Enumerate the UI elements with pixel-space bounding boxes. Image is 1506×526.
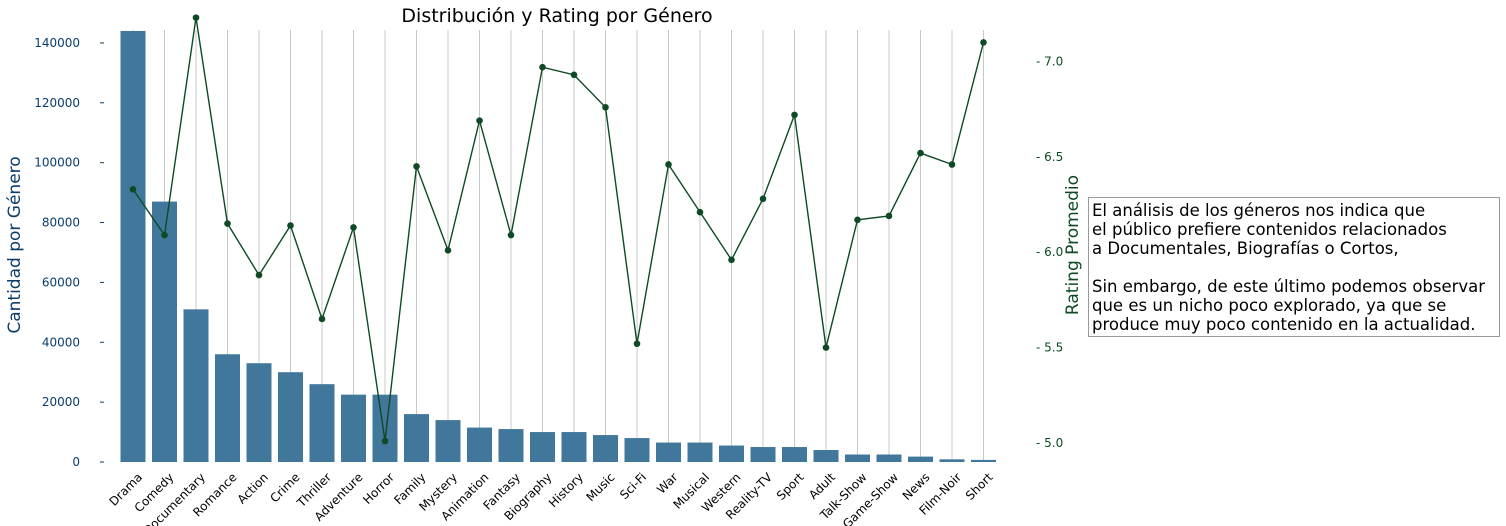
- bar: [876, 454, 902, 462]
- bar: [845, 454, 870, 462]
- bar: [687, 442, 713, 462]
- x-tick-label: Music: [584, 470, 618, 504]
- rating-point: [161, 231, 168, 239]
- y-tick-label: 0: [72, 455, 80, 469]
- rating-point: [444, 247, 452, 254]
- bar: [656, 442, 681, 462]
- bar: [183, 309, 209, 462]
- analysis-annotation: El análisis de los géneros nos indica qu…: [1088, 197, 1500, 337]
- y-tick-label: 120000: [34, 96, 80, 110]
- rating-point: [507, 231, 515, 239]
- bar: [120, 30, 146, 462]
- bar: [750, 447, 776, 462]
- y-axis-left: 0 20000 40000 60000 80000 100000 120000 140000: [34, 36, 104, 469]
- bar: [498, 429, 524, 462]
- rating-point: [318, 315, 326, 323]
- rating-point: [129, 185, 137, 193]
- rating-point: [728, 256, 735, 264]
- annotation-line: El análisis de los géneros nos indica qu…: [1092, 201, 1426, 220]
- x-tick-label: History: [546, 470, 586, 510]
- rating-point: [381, 437, 389, 445]
- x-axis: DramaComedyDocumentaryRomanceActionCrime…: [106, 470, 995, 526]
- bar: [435, 420, 461, 462]
- y-tick-label: 140000: [34, 36, 80, 50]
- rating-point: [948, 161, 956, 168]
- rating-line-series: [129, 14, 987, 445]
- x-tick-label: Horror: [360, 470, 397, 507]
- x-tick-label: Short: [963, 470, 996, 503]
- y-tick-label: 40000: [42, 335, 80, 349]
- y-tick-label: 20000: [42, 395, 80, 409]
- bar: [939, 459, 965, 462]
- rating-point: [696, 208, 704, 216]
- rating-point: [885, 212, 893, 220]
- bar: [530, 432, 555, 462]
- bar: [246, 363, 272, 462]
- rating-point: [570, 71, 578, 79]
- bar: [971, 459, 996, 462]
- x-tick-label: Sport: [774, 470, 807, 503]
- bar: [561, 432, 587, 462]
- rating-point: [633, 340, 641, 348]
- x-tick-label: Action: [235, 470, 271, 506]
- bar: [215, 354, 240, 462]
- x-tick-label: Sci-Fi: [617, 470, 649, 502]
- y-right-tick-label: - 5.0: [1036, 436, 1063, 450]
- rating-point: [350, 224, 357, 231]
- rating-point: [917, 149, 924, 157]
- chart-title: Distribución y Rating por Género: [401, 5, 712, 27]
- y-axis-left-label: Cantidad por Género: [5, 156, 25, 333]
- rating-point: [539, 63, 546, 71]
- bar: [719, 445, 744, 462]
- rating-point: [791, 111, 798, 119]
- annotation-line: a Documentales, Biografías o Cortos,: [1092, 239, 1399, 258]
- annotation-line: Sin embargo, de este último podemos obse…: [1092, 277, 1486, 296]
- annotation-line: que es un nicho poco explorado, ya que s…: [1092, 296, 1447, 315]
- bar: [152, 201, 177, 462]
- rating-point: [287, 222, 294, 229]
- bar: [908, 456, 933, 462]
- bar: [624, 438, 650, 462]
- annotation-line: produce muy poco contenido en la actuali…: [1092, 315, 1476, 334]
- y-right-tick-label: - 6.0: [1036, 245, 1063, 259]
- bar: [813, 450, 839, 462]
- y-right-tick-label: - 5.5: [1036, 341, 1063, 355]
- y-tick-label: 60000: [42, 275, 80, 289]
- y-right-tick-label: - 7.0: [1036, 54, 1063, 68]
- bar: [782, 447, 807, 462]
- bar: [309, 384, 335, 462]
- rating-point: [476, 117, 483, 124]
- bar: [404, 414, 429, 462]
- x-tick-label: War: [654, 470, 680, 496]
- rating-point: [602, 103, 609, 111]
- y-right-tick-label: - 6.5: [1036, 150, 1063, 164]
- rating-point: [980, 39, 987, 46]
- bar: [372, 394, 398, 462]
- annotation-line: el público prefiere contenidos relaciona…: [1092, 220, 1447, 239]
- bar-series: [120, 30, 996, 462]
- rating-line: [132, 17, 985, 442]
- grid-lines: [132, 30, 984, 462]
- rating-point: [255, 271, 263, 279]
- rating-point: [224, 220, 231, 227]
- bar: [593, 435, 618, 462]
- bar: [467, 427, 492, 462]
- rating-point: [822, 344, 830, 351]
- rating-point: [413, 163, 420, 170]
- rating-point: [854, 216, 861, 224]
- y-tick-label: 80000: [42, 216, 80, 230]
- y-axis-right: - 5.0 - 5.5 - 6.0 - 6.5 - 7.0: [1036, 54, 1063, 449]
- rating-point: [665, 161, 672, 168]
- bar: [341, 394, 366, 462]
- y-axis-right-label: Rating Promedio: [1063, 175, 1083, 315]
- rating-point: [192, 14, 200, 21]
- rating-point: [759, 195, 767, 203]
- bar: [278, 372, 303, 462]
- y-tick-label: 100000: [34, 156, 80, 170]
